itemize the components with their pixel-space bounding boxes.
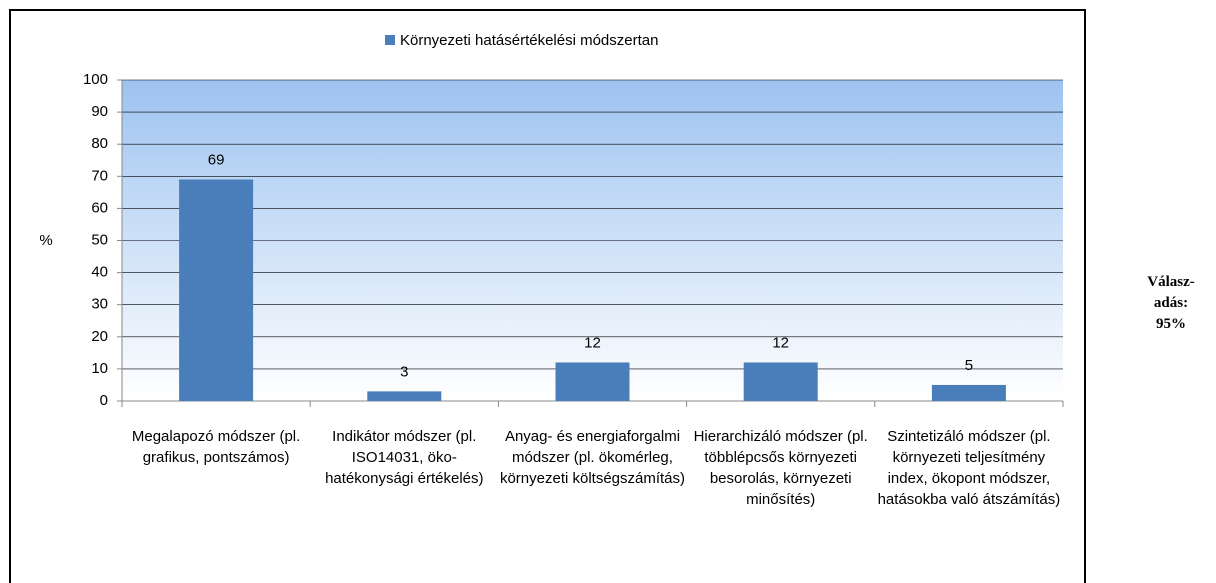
y-tick-label: 0 [100, 392, 108, 409]
bar [179, 179, 254, 401]
y-axis-label: % [39, 232, 52, 249]
data-label: 3 [400, 363, 408, 380]
y-tick-label: 90 [91, 103, 108, 120]
data-label: 12 [584, 334, 601, 351]
x-tick-label: Megalapozó módszer (pl. grafikus, pontsz… [131, 428, 301, 466]
y-tick-label: 10 [91, 360, 108, 377]
data-label: 5 [965, 357, 973, 374]
y-tick-label: 60 [91, 199, 108, 216]
x-tick-label: Indikátor módszer (pl. ISO14031, öko-hat… [325, 428, 484, 487]
y-tick-label: 30 [91, 296, 108, 313]
bar [367, 391, 442, 401]
y-tick-label: 20 [91, 328, 108, 345]
legend-swatch [385, 35, 395, 45]
y-tick-label: 50 [91, 231, 108, 248]
bar [555, 362, 630, 401]
y-tick-label: 100 [83, 71, 108, 88]
legend-label: Környezeti hatásértékelési módszertan [400, 32, 658, 49]
y-tick-label: 80 [91, 135, 108, 152]
y-tick-label: 70 [91, 167, 108, 184]
y-tick-label: 40 [91, 264, 108, 281]
x-tick-label: Szintetizáló módszer (pl. környezeti tel… [877, 428, 1061, 508]
bar [743, 362, 818, 401]
frame [9, 9, 1086, 583]
data-label: 69 [208, 151, 225, 168]
bar [931, 384, 1006, 401]
x-tick-label: Hierarchizáló módszer (pl. többlépcsős k… [693, 428, 868, 508]
data-label: 12 [772, 334, 789, 351]
x-tick-label: Anyag- és energiaforgalmi módszer (pl. ö… [499, 428, 686, 487]
annotation: Válasz-adás: 95% [1147, 274, 1195, 332]
